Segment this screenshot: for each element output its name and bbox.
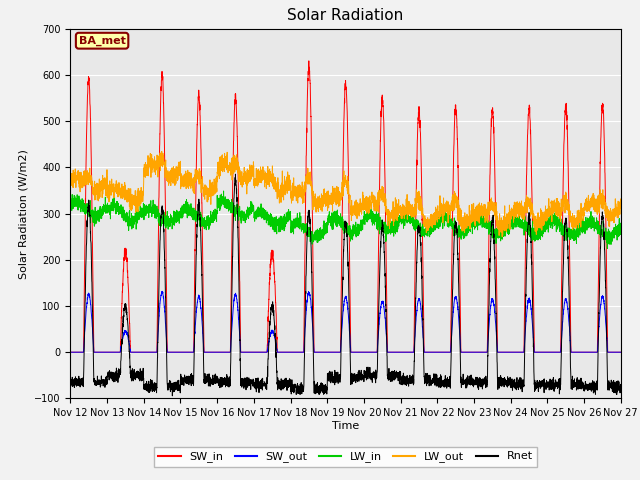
SW_in <box>500 349 508 355</box>
SW_in <box>305 58 313 64</box>
LW_out <box>325 194 333 200</box>
Rnet <box>616 384 624 390</box>
SW_in <box>617 349 625 355</box>
Rnet <box>168 393 176 399</box>
Rnet <box>166 381 173 387</box>
Rnet <box>325 377 333 383</box>
SW_in <box>67 349 74 355</box>
Line: SW_out: SW_out <box>70 291 621 352</box>
LW_in <box>220 188 227 194</box>
Title: Solar Radiation: Solar Radiation <box>287 9 404 24</box>
Y-axis label: Solar Radiation (W/m2): Solar Radiation (W/m2) <box>19 149 29 278</box>
Rnet <box>500 376 508 382</box>
LW_out <box>499 234 506 240</box>
SW_in <box>438 349 446 355</box>
Rnet <box>232 171 239 177</box>
SW_in <box>325 349 333 355</box>
LW_in <box>617 227 625 233</box>
X-axis label: Time: Time <box>332 421 359 431</box>
LW_out <box>166 174 173 180</box>
Rnet <box>67 378 74 384</box>
SW_out <box>616 349 624 355</box>
SW_out <box>469 349 477 355</box>
LW_in <box>469 218 477 224</box>
LW_in <box>325 216 333 222</box>
SW_in <box>166 349 173 355</box>
Text: BA_met: BA_met <box>79 36 125 46</box>
LW_in <box>166 216 173 222</box>
LW_in <box>616 220 624 226</box>
LW_out <box>67 171 74 177</box>
SW_out <box>166 349 173 355</box>
Line: Rnet: Rnet <box>70 174 621 396</box>
SW_in <box>616 349 624 355</box>
LW_out <box>158 149 166 155</box>
Line: LW_out: LW_out <box>70 152 621 237</box>
LW_out <box>617 196 625 202</box>
LW_in <box>438 217 446 223</box>
LW_out <box>500 228 508 234</box>
SW_out <box>438 349 446 355</box>
LW_in <box>604 246 611 252</box>
LW_out <box>616 205 624 211</box>
Line: LW_in: LW_in <box>70 191 621 249</box>
LW_out <box>438 209 446 215</box>
SW_out <box>617 349 625 355</box>
SW_in <box>469 349 477 355</box>
Legend: SW_in, SW_out, LW_in, LW_out, Rnet: SW_in, SW_out, LW_in, LW_out, Rnet <box>154 447 537 467</box>
LW_in <box>67 204 74 210</box>
Rnet <box>439 381 447 386</box>
Line: SW_in: SW_in <box>70 61 621 352</box>
SW_out <box>325 349 333 355</box>
LW_in <box>500 227 508 233</box>
Rnet <box>469 380 477 385</box>
SW_out <box>159 288 166 294</box>
SW_out <box>500 349 508 355</box>
SW_out <box>67 349 74 355</box>
LW_out <box>469 207 477 213</box>
Rnet <box>617 389 625 395</box>
